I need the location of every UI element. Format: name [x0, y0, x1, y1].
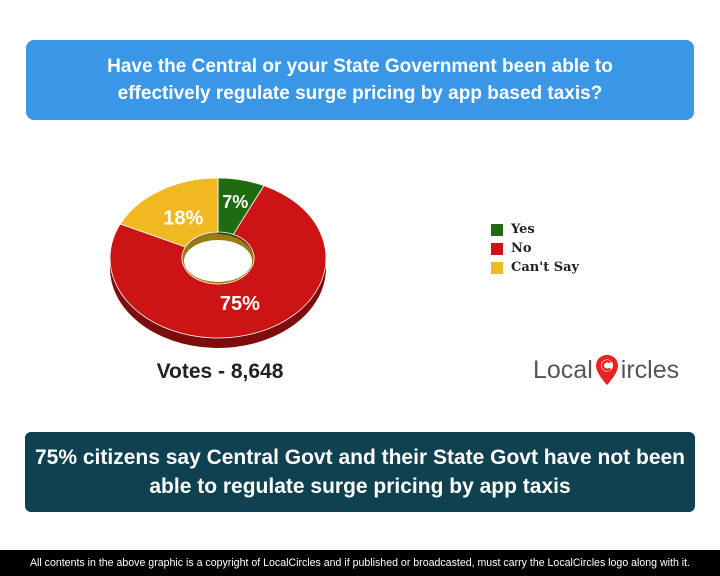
legend-swatch-yes — [491, 223, 503, 236]
legend-label-cant-say: Can't Say — [511, 260, 580, 275]
donut-chart: 7% 75% 18% — [109, 177, 327, 348]
map-pin-c-icon — [595, 355, 618, 385]
data-label-yes: 7% — [222, 192, 248, 212]
legend-label-no: No — [511, 241, 532, 256]
logo-text-right: ircles — [620, 355, 680, 384]
conclusion-text: 75% citizens say Central Govt and their … — [34, 446, 685, 498]
legend-label-yes: Yes — [511, 222, 535, 237]
copyright-footer: All contents in the above graphic is a c… — [0, 550, 720, 576]
legend-item-no: No — [491, 239, 579, 258]
question-banner: Have the Central or your State Governmen… — [26, 40, 694, 120]
data-label-can-t-say: 18% — [163, 208, 203, 230]
legend-swatch-no — [491, 242, 503, 255]
question-text: Have the Central or your State Governmen… — [107, 56, 613, 104]
legend-item-yes: Yes — [491, 220, 579, 239]
slice-can-t-say — [119, 177, 219, 248]
data-label-no: 75% — [220, 293, 260, 315]
legend-item-cant-say: Can't Say — [491, 258, 579, 277]
legend-swatch-cant-say — [491, 261, 503, 274]
donut-center — [184, 240, 252, 282]
conclusion-banner: 75% citizens say Central Govt and their … — [25, 432, 695, 512]
chart-legend: Yes No Can't Say — [491, 220, 579, 277]
footer-text: All contents in the above graphic is a c… — [29, 557, 691, 569]
logo-text-left: Local — [533, 355, 593, 384]
votes-count: Votes - 8,648 — [156, 360, 284, 383]
localcircles-logo: Local ircles — [533, 352, 679, 388]
slice-no — [109, 185, 327, 339]
